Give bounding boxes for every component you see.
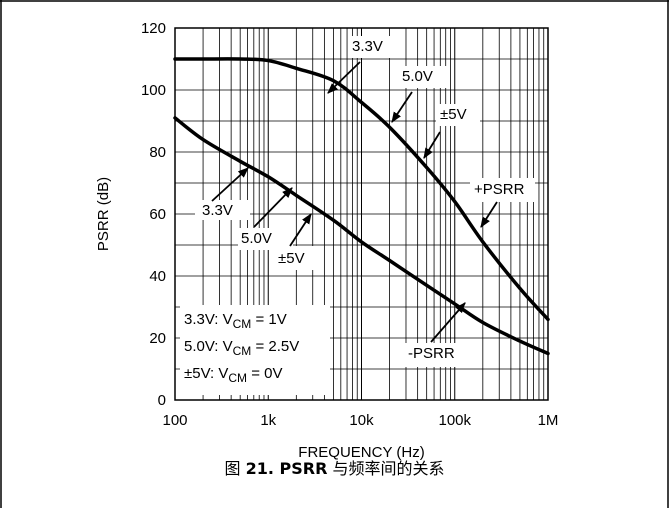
figure-caption: 图 21. PSRR 与频率间的关系 [0,455,669,479]
x-tick-label: 100 [162,412,187,429]
annotation-arrow [289,213,312,247]
label-background [195,200,250,220]
x-tick-label: 100k [438,412,471,429]
annotation-arrow [430,302,466,343]
label-background [405,343,475,367]
legend-note-tail: = 2.5V [251,338,299,355]
legend-note: 5.0V: VCM = 2.5V [184,338,299,358]
annotation-label: ±5V [278,250,305,267]
annotation-arrow [253,187,293,228]
legend-note: 3.3V: VCM = 1V [184,311,287,331]
legend-note-subscript: CM [228,371,247,385]
x-axis-title: FREQUENCY (Hz) [298,444,424,461]
caption-bold: 21. PSRR [245,459,328,478]
plot-border [174,27,549,401]
y-axis-title: PSRR (dB) [95,177,112,251]
legend-note-tail: = 1V [251,311,286,328]
label-background [274,246,322,270]
annotation-label: +PSRR [474,181,525,198]
label-background [180,305,330,395]
annotation-label: 5.0V [402,68,433,85]
label-background [348,36,396,58]
y-tick-label: 0 [158,392,166,409]
x-tick-label: 1k [260,412,276,429]
legend-note-tail: = 0V [247,365,282,382]
annotation-label: ±5V [440,106,467,123]
y-tick-label: 80 [149,144,166,161]
annotation-arrow [423,131,441,159]
series-line [173,116,550,356]
annotation-label: 3.3V [202,202,233,219]
plot-area: 3.3V 5.0V ±5V +PSRR 3.3V 5.0V ±5V -PSRR 3.3V: VC… [95,20,558,461]
annotation-arrow [391,91,413,123]
y-tick-label: 120 [141,20,166,37]
legend-note: ±5V: VCM = 0V [184,365,283,385]
label-background [238,228,293,250]
annotation-label: 5.0V [241,230,272,247]
annotation-arrow [480,201,498,228]
x-tick-label: 1M [538,412,559,429]
y-tick-label: 100 [141,82,166,99]
caption-prefix: 图 [224,459,246,478]
legend-note-subscript: CM [233,317,252,331]
series-line [173,57,550,322]
y-tick-label: 20 [149,330,166,347]
x-tick-label: 10k [349,412,374,429]
caption-suffix: 与频率间的关系 [327,459,445,478]
label-background [470,178,535,202]
annotation-arrow [327,61,361,94]
label-background [436,104,480,126]
label-background [398,66,450,88]
y-tick-label: 60 [149,206,166,223]
annotation-label: 3.3V [352,38,383,55]
annotation-arrow [211,167,249,202]
y-tick-label: 40 [149,268,166,285]
annotation-label: -PSRR [408,345,455,362]
legend-note-subscript: CM [233,344,252,358]
